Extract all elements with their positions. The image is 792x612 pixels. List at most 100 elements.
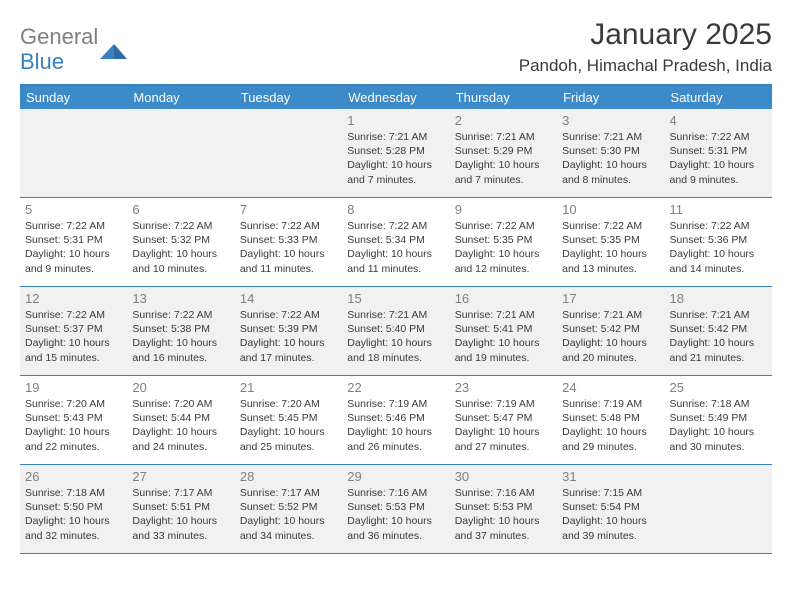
day-number: 8 (347, 202, 444, 217)
day-details: Sunrise: 7:15 AMSunset: 5:54 PMDaylight:… (562, 486, 659, 543)
calendar-day: 14 Sunrise: 7:22 AMSunset: 5:39 PMDayligh… (235, 287, 342, 375)
calendar-day: 27 Sunrise: 7:17 AMSunset: 5:51 PMDayligh… (127, 465, 234, 553)
day-details: Sunrise: 7:22 AMSunset: 5:38 PMDaylight:… (132, 308, 229, 365)
day-details: Sunrise: 7:22 AMSunset: 5:32 PMDaylight:… (132, 219, 229, 276)
day-number: 2 (455, 113, 552, 128)
calendar-day: 18 Sunrise: 7:21 AMSunset: 5:42 PMDayligh… (665, 287, 772, 375)
header: General Blue January 2025 Pandoh, Himach… (20, 18, 772, 76)
weekday-header: Thursday (450, 86, 557, 109)
calendar-day: 2 Sunrise: 7:21 AMSunset: 5:29 PMDaylight… (450, 109, 557, 197)
day-details: Sunrise: 7:22 AMSunset: 5:39 PMDaylight:… (240, 308, 337, 365)
calendar-day: 21Sunrise: 7:20 AMSunset: 5:45 PMDayligh… (235, 376, 342, 464)
day-number: 16 (455, 291, 552, 306)
day-details: Sunrise: 7:18 AMSunset: 5:49 PMDaylight:… (670, 397, 767, 454)
brand-triangle-icon (100, 42, 128, 60)
day-details: Sunrise: 7:21 AMSunset: 5:29 PMDaylight:… (455, 130, 552, 187)
calendar-day: 31 Sunrise: 7:15 AMSunset: 5:54 PMDayligh… (557, 465, 664, 553)
day-number: 1 (347, 113, 444, 128)
day-details: Sunrise: 7:21 AMSunset: 5:42 PMDaylight:… (670, 308, 767, 365)
day-details: Sunrise: 7:19 AMSunset: 5:48 PMDaylight:… (562, 397, 659, 454)
calendar-day: 28 Sunrise: 7:17 AMSunset: 5:52 PMDayligh… (235, 465, 342, 553)
day-details: Sunrise: 7:19 AMSunset: 5:47 PMDaylight:… (455, 397, 552, 454)
weekday-header: Saturday (665, 86, 772, 109)
title-block: January 2025 Pandoh, Himachal Pradesh, I… (519, 18, 772, 76)
weekday-header: Sunday (20, 86, 127, 109)
day-details: Sunrise: 7:17 AMSunset: 5:52 PMDaylight:… (240, 486, 337, 543)
day-number: 5 (25, 202, 122, 217)
calendar-day: 24 Sunrise: 7:19 AMSunset: 5:48 PMDayligh… (557, 376, 664, 464)
calendar-day: 9 Sunrise: 7:22 AMSunset: 5:35 PMDaylight… (450, 198, 557, 286)
calendar-day (20, 109, 127, 197)
day-number: 22 (347, 380, 444, 395)
brand-logo: General Blue (20, 18, 128, 75)
day-number: 12 (25, 291, 122, 306)
day-details: Sunrise: 7:21 AMSunset: 5:41 PMDaylight:… (455, 308, 552, 365)
calendar-day: 1Sunrise: 7:21 AMSunset: 5:28 PMDaylight… (342, 109, 449, 197)
day-details: Sunrise: 7:22 AMSunset: 5:31 PMDaylight:… (670, 130, 767, 187)
day-number: 29 (347, 469, 444, 484)
calendar-week: 12 Sunrise: 7:22 AMSunset: 5:37 PMDayligh… (20, 287, 772, 376)
calendar-day: 17Sunrise: 7:21 AMSunset: 5:42 PMDayligh… (557, 287, 664, 375)
calendar-day (127, 109, 234, 197)
day-number: 19 (25, 380, 122, 395)
calendar-day: 19 Sunrise: 7:20 AMSunset: 5:43 PMDayligh… (20, 376, 127, 464)
calendar-week: 1Sunrise: 7:21 AMSunset: 5:28 PMDaylight… (20, 109, 772, 198)
day-details: Sunrise: 7:21 AMSunset: 5:30 PMDaylight:… (562, 130, 659, 187)
day-number: 30 (455, 469, 552, 484)
month-title: January 2025 (519, 18, 772, 52)
calendar-day: 25 Sunrise: 7:18 AMSunset: 5:49 PMDayligh… (665, 376, 772, 464)
weekday-header: Wednesday (342, 86, 449, 109)
calendar-day: 16 Sunrise: 7:21 AMSunset: 5:41 PMDayligh… (450, 287, 557, 375)
day-number: 28 (240, 469, 337, 484)
day-number: 6 (132, 202, 229, 217)
day-details: Sunrise: 7:18 AMSunset: 5:50 PMDaylight:… (25, 486, 122, 543)
calendar-week: 26Sunrise: 7:18 AMSunset: 5:50 PMDayligh… (20, 465, 772, 554)
day-details: Sunrise: 7:16 AMSunset: 5:53 PMDaylight:… (347, 486, 444, 543)
day-number: 24 (562, 380, 659, 395)
calendar: SundayMondayTuesdayWednesdayThursdayFrid… (20, 84, 772, 554)
day-details: Sunrise: 7:22 AMSunset: 5:36 PMDaylight:… (670, 219, 767, 276)
day-details: Sunrise: 7:21 AMSunset: 5:42 PMDaylight:… (562, 308, 659, 365)
calendar-day: 8 Sunrise: 7:22 AMSunset: 5:34 PMDaylight… (342, 198, 449, 286)
calendar-day: 10Sunrise: 7:22 AMSunset: 5:35 PMDayligh… (557, 198, 664, 286)
day-number: 14 (240, 291, 337, 306)
calendar-day: 30Sunrise: 7:16 AMSunset: 5:53 PMDayligh… (450, 465, 557, 553)
calendar-day (665, 465, 772, 553)
calendar-day: 7 Sunrise: 7:22 AMSunset: 5:33 PMDaylight… (235, 198, 342, 286)
day-number: 20 (132, 380, 229, 395)
weekday-header: Monday (127, 86, 234, 109)
day-details: Sunrise: 7:20 AMSunset: 5:45 PMDaylight:… (240, 397, 337, 454)
day-details: Sunrise: 7:17 AMSunset: 5:51 PMDaylight:… (132, 486, 229, 543)
day-number: 25 (670, 380, 767, 395)
day-number: 27 (132, 469, 229, 484)
day-number: 31 (562, 469, 659, 484)
calendar-day: 20 Sunrise: 7:20 AMSunset: 5:44 PMDayligh… (127, 376, 234, 464)
calendar-day: 4 Sunrise: 7:22 AMSunset: 5:31 PMDaylight… (665, 109, 772, 197)
day-details: Sunrise: 7:22 AMSunset: 5:37 PMDaylight:… (25, 308, 122, 365)
weekday-header: Tuesday (235, 86, 342, 109)
day-details: Sunrise: 7:22 AMSunset: 5:35 PMDaylight:… (455, 219, 552, 276)
day-number: 13 (132, 291, 229, 306)
day-details: Sunrise: 7:20 AMSunset: 5:44 PMDaylight:… (132, 397, 229, 454)
calendar-day: 12 Sunrise: 7:22 AMSunset: 5:37 PMDayligh… (20, 287, 127, 375)
day-details: Sunrise: 7:19 AMSunset: 5:46 PMDaylight:… (347, 397, 444, 454)
day-number: 4 (670, 113, 767, 128)
calendar-day: 3Sunrise: 7:21 AMSunset: 5:30 PMDaylight… (557, 109, 664, 197)
calendar-day: 6 Sunrise: 7:22 AMSunset: 5:32 PMDaylight… (127, 198, 234, 286)
day-number: 15 (347, 291, 444, 306)
calendar-day: 29 Sunrise: 7:16 AMSunset: 5:53 PMDayligh… (342, 465, 449, 553)
day-number: 10 (562, 202, 659, 217)
calendar-day: 13 Sunrise: 7:22 AMSunset: 5:38 PMDayligh… (127, 287, 234, 375)
day-number: 18 (670, 291, 767, 306)
day-number: 9 (455, 202, 552, 217)
day-details: Sunrise: 7:22 AMSunset: 5:34 PMDaylight:… (347, 219, 444, 276)
calendar-day: 5Sunrise: 7:22 AMSunset: 5:31 PMDaylight… (20, 198, 127, 286)
day-details: Sunrise: 7:20 AMSunset: 5:43 PMDaylight:… (25, 397, 122, 454)
calendar-day (235, 109, 342, 197)
day-number: 7 (240, 202, 337, 217)
day-details: Sunrise: 7:22 AMSunset: 5:33 PMDaylight:… (240, 219, 337, 276)
calendar-week: 5Sunrise: 7:22 AMSunset: 5:31 PMDaylight… (20, 198, 772, 287)
calendar-day: 26Sunrise: 7:18 AMSunset: 5:50 PMDayligh… (20, 465, 127, 553)
location: Pandoh, Himachal Pradesh, India (519, 56, 772, 76)
calendar-day: 11Sunrise: 7:22 AMSunset: 5:36 PMDayligh… (665, 198, 772, 286)
